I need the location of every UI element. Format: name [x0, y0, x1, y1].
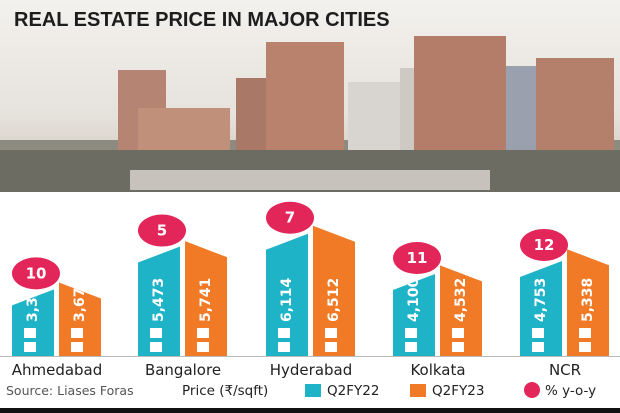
- yoy-label: 12: [534, 236, 555, 254]
- value-label: 6,114: [279, 277, 295, 322]
- value-label: 4,100: [406, 277, 422, 322]
- window-decoration: [71, 328, 83, 338]
- window-decoration: [197, 328, 209, 338]
- yoy-badge: [138, 214, 186, 247]
- legend-swatch-q2fy22: [305, 384, 321, 397]
- window-decoration: [325, 342, 337, 352]
- legend-label-yoy: % y-o-y: [545, 383, 596, 399]
- legend-label-q2fy22: Q2FY22: [327, 383, 379, 399]
- yoy-badge: [12, 257, 60, 290]
- category-label: Ahmedabad: [12, 361, 103, 379]
- header-photo: REAL ESTATE PRICE IN MAJOR CITIES: [0, 0, 620, 192]
- window-decoration: [150, 328, 162, 338]
- value-label: 5,741: [198, 278, 214, 322]
- category-label: Bangalore: [145, 361, 221, 379]
- window-decoration: [579, 342, 591, 352]
- window-decoration: [532, 328, 544, 338]
- bar-bangalore-q2fy22: [138, 246, 180, 356]
- value-label: 4,532: [453, 278, 469, 322]
- window-decoration: [150, 342, 162, 352]
- bar-kolkata-q2fy22: [393, 274, 435, 356]
- window-decoration: [452, 342, 464, 352]
- source-note: Source: Liases Foras: [6, 383, 134, 398]
- yoy-badge: [393, 242, 441, 274]
- bar-kolkata-q2fy23: [440, 265, 482, 356]
- window-decoration: [24, 328, 36, 338]
- window-decoration: [405, 328, 417, 338]
- window-decoration: [452, 328, 464, 338]
- bottom-rule: [0, 408, 620, 413]
- value-label: 6,512: [326, 278, 342, 322]
- window-decoration: [325, 328, 337, 338]
- yoy-label: 7: [285, 209, 295, 227]
- bar-hyderabad-q2fy23: [313, 225, 355, 356]
- yoy-badge: [520, 228, 568, 261]
- window-decoration: [278, 328, 290, 338]
- legend-swatch-yoy: [524, 382, 540, 398]
- value-label: 4,753: [533, 278, 549, 322]
- bar-hyderabad-q2fy22: [266, 233, 308, 356]
- category-label: Kolkata: [410, 361, 465, 379]
- bar-bangalore-q2fy23: [185, 241, 227, 356]
- legend-label-q2fy23: Q2FY23: [432, 383, 484, 399]
- category-label: Hyderabad: [270, 361, 353, 379]
- chart-title: REAL ESTATE PRICE IN MAJOR CITIES: [14, 9, 390, 31]
- window-decoration: [278, 342, 290, 352]
- window-decoration: [532, 342, 544, 352]
- legend-swatch-q2fy23: [410, 384, 426, 397]
- bar-ncr-q2fy23: [567, 249, 609, 356]
- window-decoration: [24, 342, 36, 352]
- bar-ncr-q2fy22: [520, 260, 562, 356]
- value-label: 5,473: [151, 278, 167, 322]
- yoy-label: 5: [157, 222, 167, 240]
- value-label: 3,674: [72, 277, 88, 322]
- bar-ahmedabad-q2fy22: [12, 289, 54, 356]
- window-decoration: [197, 342, 209, 352]
- yoy-label: 11: [407, 249, 428, 267]
- window-decoration: [71, 342, 83, 352]
- window-decoration: [405, 342, 417, 352]
- yoy-badge: [266, 201, 314, 234]
- value-label: 5,338: [580, 278, 596, 322]
- y-axis-label: Price (₹/sqft): [182, 383, 268, 399]
- yoy-label: 10: [26, 264, 47, 282]
- category-label: NCR: [549, 361, 581, 379]
- window-decoration: [579, 328, 591, 338]
- bar-ahmedabad-q2fy23: [59, 282, 101, 356]
